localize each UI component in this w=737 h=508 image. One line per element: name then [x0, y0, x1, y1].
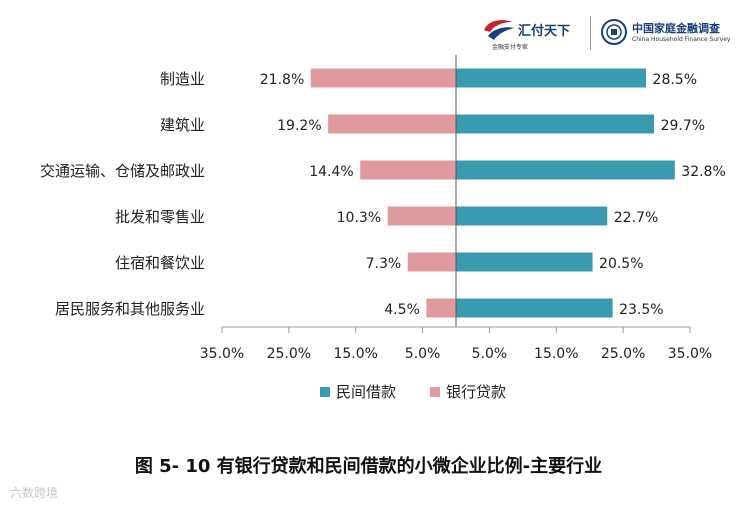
bar-private-lending — [455, 159, 676, 181]
bar-private-lending — [455, 205, 609, 227]
private-lending-bars — [455, 67, 676, 319]
header-logos: 汇付天下 金融支付专家 中国家庭金融调查 China Household Fin… — [478, 12, 730, 52]
legend-private-lending-swatch — [320, 387, 330, 397]
bar-bank-loan — [425, 297, 457, 319]
value-label-private-lending: 22.7% — [614, 210, 658, 226]
chfs-logo: 中国家庭金融调查 China Household Finance Survey — [596, 12, 730, 52]
bar-bank-loan — [327, 113, 457, 135]
huifu-logo-tagline: 金融支付专家 — [492, 44, 529, 51]
value-label-bank-loan: 7.3% — [366, 256, 402, 272]
value-label-private-lending: 20.5% — [599, 256, 643, 272]
x-tick-label: 25.0% — [267, 346, 311, 362]
bar-private-lending — [455, 113, 656, 135]
value-label-bank-loan: 10.3% — [337, 210, 381, 226]
category-label: 住宿和餐饮业 — [115, 254, 205, 272]
bar-private-lending — [455, 297, 614, 319]
value-label-bank-loan: 19.2% — [277, 118, 321, 134]
bar-private-lending — [455, 67, 648, 89]
category-label: 建筑业 — [160, 116, 205, 134]
category-label: 批发和零售业 — [115, 208, 205, 226]
legend-private-lending-label: 民间借款 — [336, 383, 396, 401]
chfs-logo-english: China Household Finance Survey — [632, 36, 731, 43]
category-label: 交通运输、仓储及邮政业 — [40, 162, 205, 180]
x-tick-label: 15.0% — [333, 346, 377, 362]
chfs-logo-name: 中国家庭金融调查 — [632, 22, 720, 35]
x-tick-label: 35.0% — [668, 346, 712, 362]
logo-divider — [590, 16, 591, 50]
value-label-bank-loan: 14.4% — [309, 164, 353, 180]
x-tick-label: 25.0% — [601, 346, 645, 362]
x-axis: 35.0% 25.0% 15.0% 5.0% 5.0% 15.0% 25.0% 35.0% — [200, 55, 712, 362]
category-label: 制造业 — [160, 70, 205, 88]
value-label-bank-loan: 21.8% — [260, 72, 304, 88]
huifu-emblem-icon — [484, 20, 514, 40]
legend-bank-loan-label: 银行贷款 — [446, 383, 506, 401]
bar-bank-loan — [406, 251, 457, 273]
value-labels: 21.8% 28.5% 19.2% 29.7% 14.4% 32.8% 10.3% 22.7%… — [260, 72, 726, 318]
bar-private-lending — [455, 251, 594, 273]
x-tick-label: 15.0% — [534, 346, 578, 362]
legend-bank-loan-swatch — [430, 387, 440, 397]
category-label: 居民服务和其他服务业 — [55, 300, 205, 318]
chart: 制造业建筑业交通运输、仓储及邮政业批发和零售业住宿和餐饮业居民服务和其他服务业 … — [40, 55, 726, 401]
legend: 民间借款 银行贷款 — [320, 383, 506, 401]
huifu-logo: 汇付天下 金融支付专家 — [478, 12, 588, 52]
chfs-seal-icon — [601, 19, 627, 45]
x-tick-label: 35.0% — [200, 346, 244, 362]
bar-bank-loan — [386, 205, 457, 227]
value-label-private-lending: 29.7% — [661, 118, 705, 134]
huifu-logo-name: 汇付天下 — [518, 24, 571, 39]
bar-bank-loan — [359, 159, 457, 181]
bank-loan-bars — [309, 67, 457, 319]
x-tick-label: 5.0% — [405, 346, 441, 362]
value-label-private-lending: 28.5% — [653, 72, 697, 88]
bar-bank-loan — [309, 67, 457, 89]
x-tick-label: 5.0% — [472, 346, 508, 362]
value-label-bank-loan: 4.5% — [384, 302, 420, 318]
watermark: 六数跨境 — [10, 486, 59, 500]
chart-title: 图 5- 10 有银行贷款和民间借款的小微企业比例-主要行业 — [134, 456, 603, 477]
value-label-private-lending: 32.8% — [681, 164, 725, 180]
value-label-private-lending: 23.5% — [619, 302, 663, 318]
